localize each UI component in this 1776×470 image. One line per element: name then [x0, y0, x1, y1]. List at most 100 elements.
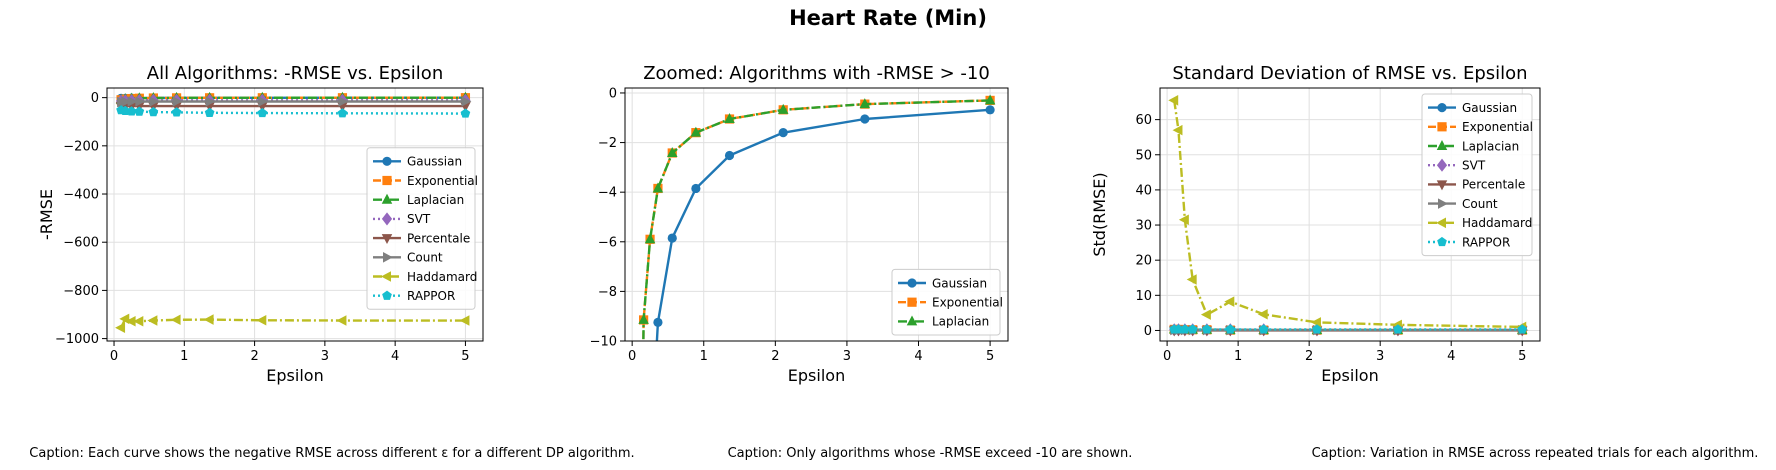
series-line-laplacian [642, 99, 991, 341]
series-gaussian [645, 105, 995, 469]
legend-label: Count [407, 251, 443, 265]
data-point-count [338, 96, 349, 107]
axes-frame [106, 87, 484, 342]
subplot-title: All Algorithms: -RMSE vs. Epsilon [147, 63, 443, 84]
y-tick-label: −600 [63, 236, 99, 251]
data-point-haddamard [170, 314, 181, 326]
legend: Gaussian Exponential Laplacian [891, 268, 1003, 336]
data-point-haddamard [1178, 214, 1189, 226]
subplot-title: Standard Deviation of RMSE vs. Epsilon [1172, 63, 1527, 84]
data-point-laplacian [638, 313, 649, 324]
data-point-laplacian [652, 182, 664, 193]
y-tick-label: −10 [590, 335, 617, 350]
legend-entry-gaussian: Gaussian [898, 276, 987, 290]
legend-marker [1437, 236, 1447, 247]
legend-marker [907, 297, 917, 307]
legend-marker [381, 212, 393, 226]
legend-label: Haddamard [1462, 216, 1532, 230]
data-point-haddamard [1257, 309, 1268, 320]
caption-all-algorithms: Caption: Each curve shows the negative R… [29, 446, 635, 461]
data-point-gaussian [724, 150, 735, 161]
y-tick-label: 60 [1135, 113, 1152, 128]
legend-marker [382, 175, 392, 186]
legend-marker [1436, 140, 1448, 151]
x-tick-label: 2 [250, 349, 258, 364]
data-point-haddamard [256, 315, 267, 326]
x-axis-label: Epsilon [1321, 366, 1378, 385]
y-tick-label: 50 [1135, 148, 1152, 163]
legend-marker [907, 278, 917, 288]
y-tick-label: −200 [63, 139, 99, 154]
legend-label: Exponential [932, 296, 1003, 310]
legend-label: RAPPOR [407, 289, 455, 303]
data-point-count [461, 96, 472, 107]
data-point-haddamard [459, 315, 470, 326]
x-tick-label: 3 [843, 349, 851, 364]
legend-marker [1436, 158, 1448, 172]
x-tick-label: 1 [1234, 349, 1242, 364]
y-axis-label: -RMSE [37, 189, 56, 240]
series-layer [1168, 95, 1529, 337]
legend-label: SVT [407, 212, 431, 226]
y-tick-label: −800 [63, 284, 99, 299]
data-point-haddamard [203, 314, 214, 325]
x-tick-label: 1 [700, 349, 708, 364]
legend-label: Laplacian [932, 315, 989, 329]
legend-entry-laplacian: Laplacian [373, 193, 464, 207]
data-point-haddamard [1172, 124, 1183, 136]
legend-marker [382, 252, 393, 263]
legend-entry-exponential: Exponential [373, 174, 478, 188]
data-point-laplacian [724, 113, 735, 124]
legend-entry-svt: SVT [1428, 159, 1486, 173]
data-point-rappor [171, 107, 182, 117]
legend-label: Gaussian [932, 276, 987, 290]
series-line-rappor [120, 108, 466, 115]
data-point-rappor [134, 106, 145, 116]
legend-entry-svt: SVT [373, 212, 431, 226]
x-tick-label: 1 [180, 349, 188, 364]
x-tick-label: 5 [1518, 349, 1526, 364]
y-tick-label: −400 [63, 188, 99, 203]
legend-label: Exponential [1462, 120, 1533, 134]
data-point-laplacian [984, 94, 996, 105]
legend-marker [381, 234, 393, 245]
legend: Gaussian Exponential Laplacian SVT Percental… [1421, 93, 1533, 257]
data-point-rappor [148, 107, 159, 117]
data-point-count [258, 96, 269, 107]
data-point-rappor [126, 106, 137, 116]
y-tick-label: −6 [598, 235, 617, 250]
legend-label: SVT [1462, 159, 1486, 173]
legend-label: Gaussian [407, 155, 462, 169]
data-point-rappor [460, 108, 471, 118]
data-point-rappor [1517, 324, 1528, 334]
legend-entry-count: Count [1428, 197, 1498, 211]
legend-label: Haddamard [407, 270, 477, 284]
legend-label: Exponential [407, 174, 478, 188]
x-tick-label: 5 [461, 349, 469, 364]
legend-marker [381, 271, 392, 282]
y-tick-label: 0 [1144, 324, 1152, 339]
legend-marker [1436, 180, 1448, 191]
y-tick-label: 0 [609, 86, 617, 101]
data-point-count [127, 96, 138, 107]
y-tick-label: 10 [1135, 289, 1152, 304]
data-point-gaussian [778, 128, 788, 138]
data-point-gaussian [985, 105, 995, 115]
legend-entry-count: Count [373, 251, 443, 265]
data-point-rappor [1202, 324, 1212, 334]
legend: Gaussian Exponential Laplacian SVT Percental… [366, 147, 478, 310]
x-tick-label: 0 [110, 349, 118, 364]
x-tick-label: 0 [1163, 349, 1171, 364]
legend-label: Laplacian [1462, 139, 1519, 153]
data-point-rappor [1187, 324, 1198, 334]
x-tick-label: 4 [391, 349, 399, 364]
legend-marker [1437, 122, 1447, 132]
x-tick-label: 3 [1376, 349, 1384, 364]
series-line-gaussian [655, 108, 991, 341]
data-point-gaussian [645, 460, 654, 469]
legend-label: Count [1462, 197, 1498, 211]
y-tick-label: −8 [598, 285, 617, 300]
x-tick-label: 4 [914, 349, 922, 364]
y-tick-label: 40 [1135, 183, 1152, 198]
y-axis-label: Std(RMSE) [1090, 172, 1109, 256]
